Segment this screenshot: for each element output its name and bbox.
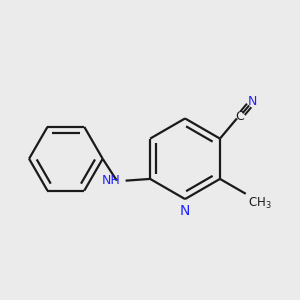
Text: NH: NH (102, 174, 120, 187)
Text: CH$_3$: CH$_3$ (248, 196, 271, 211)
Text: C: C (235, 110, 244, 123)
Text: N: N (180, 204, 190, 218)
Text: N: N (248, 95, 257, 108)
